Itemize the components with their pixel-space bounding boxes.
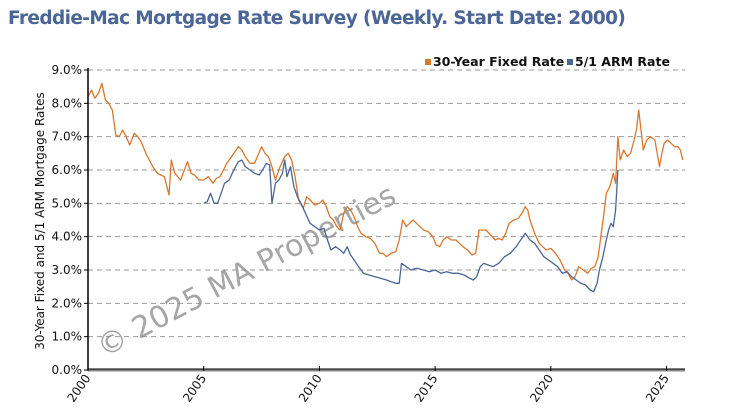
legend-label-arm: 5/1 ARM Rate bbox=[575, 54, 670, 69]
watermark: © 2025 MA Properties bbox=[91, 178, 401, 365]
legend: 30-Year Fixed Rate 5/1 ARM Rate bbox=[425, 54, 670, 69]
y-tick-label: 5.0% bbox=[52, 196, 83, 210]
y-tick-label: 7.0% bbox=[52, 130, 83, 144]
series-layer bbox=[87, 82, 684, 293]
x-tick-label: 2015 bbox=[412, 372, 441, 405]
axes bbox=[84, 68, 685, 372]
series-line-5-1-arm bbox=[203, 159, 619, 293]
x-tick-label: 2020 bbox=[527, 372, 556, 405]
y-axis-title: 30-Year Fixed and 5/1 ARM Mortgage Rates bbox=[33, 92, 47, 349]
gridlines bbox=[88, 69, 685, 338]
y-tick-labels: 0.0% 1.0% 2.0% 3.0% 4.0% 5.0% 6.0% 7.0% 8.0% 9.0% bbox=[52, 63, 83, 377]
legend-label-30yr: 30-Year Fixed Rate bbox=[433, 54, 564, 69]
y-tick-label: 9.0% bbox=[52, 63, 83, 77]
y-tick-label: 6.0% bbox=[52, 163, 83, 177]
series-line-30yr-fixed bbox=[87, 82, 684, 281]
y-tick-label: 2.0% bbox=[52, 296, 83, 310]
y-tick-label: 3.0% bbox=[52, 263, 83, 277]
y-tick-label: 1.0% bbox=[52, 330, 83, 344]
legend-swatch-arm bbox=[567, 59, 573, 65]
x-tick-labels: 2000 2005 2010 2015 2020 2025 bbox=[64, 372, 671, 405]
x-tick-label: 2010 bbox=[296, 372, 325, 405]
y-tick-label: 0.0% bbox=[52, 363, 83, 377]
chart-title: Freddie-Mac Mortgage Rate Survey (Weekly… bbox=[8, 8, 626, 29]
y-tick-label: 8.0% bbox=[52, 96, 83, 110]
legend-swatch-30yr bbox=[425, 59, 431, 65]
y-tick-label: 4.0% bbox=[52, 230, 83, 244]
x-tick-label: 2005 bbox=[180, 372, 209, 405]
x-tick-label: 2025 bbox=[643, 372, 672, 405]
watermark-layer: © 2025 MA Properties bbox=[91, 178, 401, 365]
